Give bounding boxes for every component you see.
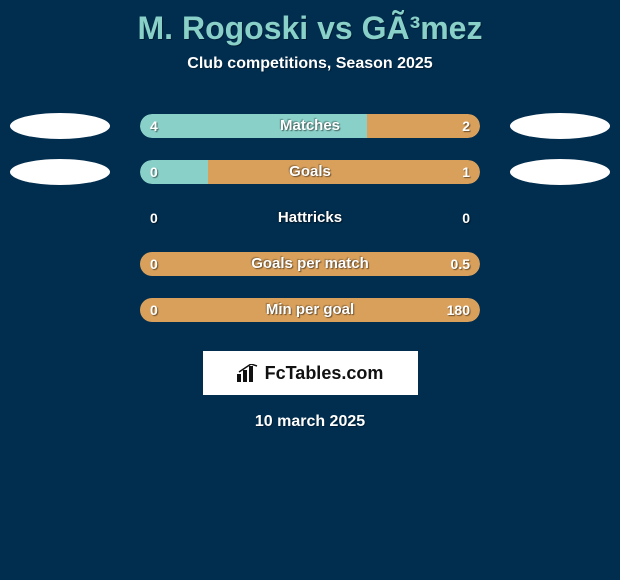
comparison-title: M. Rogoski vs GÃ³mez <box>0 0 620 47</box>
stat-bar-track: 01Goals <box>140 160 480 184</box>
stat-label: Goals per match <box>140 252 480 276</box>
stat-row: 42Matches <box>0 103 620 149</box>
stat-bar-track: 42Matches <box>140 114 480 138</box>
player-badge-right <box>510 113 610 139</box>
stat-label: Min per goal <box>140 298 480 322</box>
player-badge-left <box>10 113 110 139</box>
stat-bar-track: 0180Min per goal <box>140 298 480 322</box>
stat-row: 01Goals <box>0 149 620 195</box>
stat-row: 00Hattricks <box>0 195 620 241</box>
chart-icon <box>237 364 259 382</box>
site-logo-text: FcTables.com <box>265 363 384 384</box>
stat-bar-track: 00.5Goals per match <box>140 252 480 276</box>
site-logo: FcTables.com <box>203 351 418 395</box>
stat-label: Hattricks <box>140 206 480 230</box>
stat-label: Goals <box>140 160 480 184</box>
stat-row: 00.5Goals per match <box>0 241 620 287</box>
comparison-date: 10 march 2025 <box>0 413 620 431</box>
player-badge-right <box>510 159 610 185</box>
stat-label: Matches <box>140 114 480 138</box>
player-badge-left <box>10 159 110 185</box>
comparison-subtitle: Club competitions, Season 2025 <box>0 55 620 73</box>
stat-rows: 42Matches 01Goals 00Hattricks 00.5Goals per… <box>0 103 620 333</box>
stat-bar-track: 00Hattricks <box>140 206 480 230</box>
stat-row: 0180Min per goal <box>0 287 620 333</box>
